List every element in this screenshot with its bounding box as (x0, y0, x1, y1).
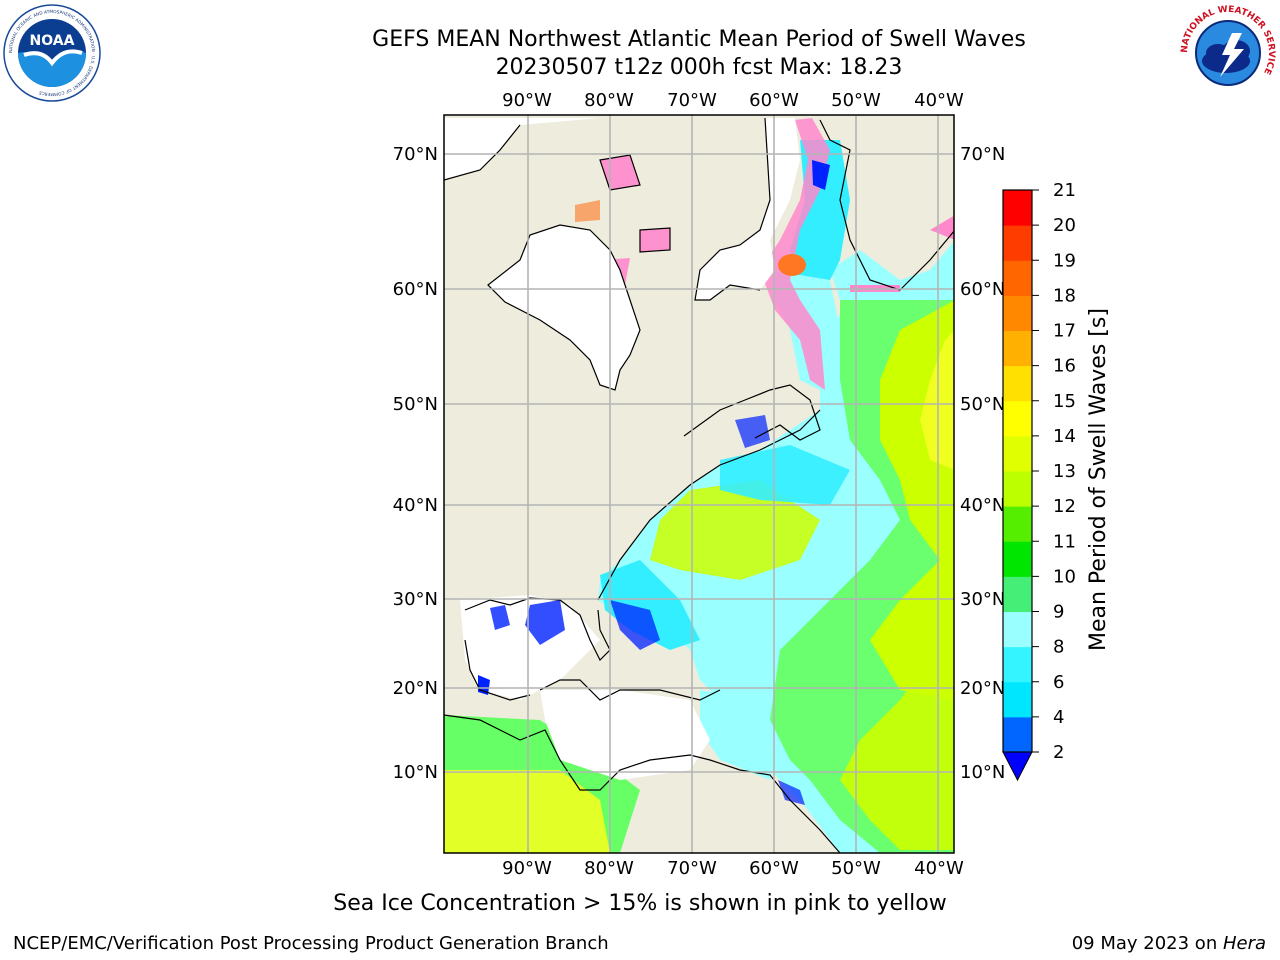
colorbar-band (1003, 716, 1032, 753)
lon-label-top: 80°W (584, 90, 634, 111)
white-land (444, 118, 800, 390)
lat-label-left: 60°N (393, 279, 438, 300)
colorbar-tick-label: 11 (1053, 531, 1076, 552)
lon-label-top: 60°W (749, 90, 799, 111)
colorbar-band (1003, 541, 1032, 577)
lat-label-right: 30°N (960, 589, 1005, 610)
colorbar-tick-label: 12 (1053, 496, 1076, 517)
lat-label-right: 20°N (960, 678, 1005, 699)
map-frame (443, 114, 955, 854)
noaa-logo-text: NOAA (30, 33, 75, 49)
lon-label-top: 50°W (831, 90, 881, 111)
noaa-logo: NOAA NATIONAL OCEANIC AND ATMOSPHERIC AD… (3, 4, 101, 102)
lon-label-bottom: 50°W (831, 858, 881, 879)
colorbar-tick-label: 2 (1053, 742, 1064, 763)
colorbar-tick-label: 8 (1053, 637, 1064, 658)
colorbar-band (1003, 190, 1032, 226)
sea-ice-caption: Sea Ice Concentration > 15% is shown in … (333, 891, 947, 916)
lat-labels: 70°N 60°N 50°N 40°N 30°N 20°N 10°N 70°N … (393, 144, 1006, 783)
lon-label-top: 70°W (667, 90, 717, 111)
footer-date: 09 May 2023 on Hera (1072, 933, 1266, 954)
colorbar-tick-label: 17 (1053, 321, 1076, 342)
lon-label-bottom: 90°W (502, 858, 552, 879)
colorbar-band (1003, 611, 1032, 648)
colorbar-tick-label: 20 (1053, 215, 1076, 236)
colorbar-extend-arrow (1002, 751, 1033, 782)
chart-title: GEFS MEAN Northwest Atlantic Mean Period… (372, 27, 1026, 52)
colorbar-tick-label: 9 (1053, 602, 1064, 623)
lat-label-left: 50°N (393, 394, 438, 415)
colorbar-tick-label: 6 (1053, 672, 1064, 693)
lat-label-right: 60°N (960, 279, 1005, 300)
coastlines (444, 117, 954, 853)
lat-label-left: 70°N (393, 144, 438, 165)
low-period-patches (478, 160, 830, 805)
colorbar-band (1003, 330, 1032, 367)
lon-label-bottom: 70°W (667, 858, 717, 879)
lon-label-bottom: 80°W (584, 858, 634, 879)
colorbar-band (1003, 435, 1032, 472)
lon-label-top: 40°W (914, 90, 964, 111)
nws-logo: NATIONAL WEATHER SERVICE (1180, 5, 1276, 101)
lat-label-right: 10°N (960, 762, 1005, 783)
colorbar-tick-label: 19 (1053, 250, 1076, 271)
lat-label-left: 20°N (393, 678, 438, 699)
lon-labels: 90°W 80°W 70°W 60°W 50°W 40°W 90°W 80°W … (502, 90, 964, 879)
lon-label-top: 90°W (502, 90, 552, 111)
footer-credit: NCEP/EMC/Verification Post Processing Pr… (13, 933, 609, 954)
colorbar-tick-label: 15 (1053, 391, 1076, 412)
lat-label-right: 50°N (960, 394, 1005, 415)
map-gridlines (444, 115, 954, 853)
hudson-bay (488, 225, 640, 390)
lat-label-right: 70°N (960, 144, 1005, 165)
colorbar-tick-label: 14 (1053, 426, 1076, 447)
chart-subtitle: 20230507 t12z 000h fcst Max: 18.23 (495, 55, 903, 80)
colorbar-tick-label: 21 (1053, 180, 1076, 201)
lon-label-bottom: 60°W (749, 858, 799, 879)
arctic-channels (444, 118, 800, 300)
footer-machine: Hera (1222, 933, 1266, 954)
lat-label-left: 10°N (393, 762, 438, 783)
colorbar-tick-label: 18 (1053, 285, 1076, 306)
colorbar-band (1003, 295, 1032, 331)
footer-date-text: 09 May 2023 on (1071, 933, 1223, 954)
colorbar-band (1003, 576, 1032, 612)
lat-label-left: 40°N (393, 495, 438, 516)
lon-label-bottom: 40°W (914, 858, 964, 879)
colorbar-tick-label: 10 (1053, 566, 1076, 587)
lat-label-right: 40°N (960, 495, 1005, 516)
colorbar-band (1003, 365, 1032, 402)
colorbar-tick-label: 13 (1053, 461, 1076, 482)
colorbar-band (1003, 471, 1032, 507)
colorbar-band (1003, 506, 1032, 542)
colorbar-band (1003, 681, 1032, 718)
colorbar-band (1003, 400, 1032, 437)
colorbar-tick-label: 16 (1053, 356, 1076, 377)
map-area (444, 115, 954, 853)
colorbar-band (1003, 260, 1032, 296)
lat-label-left: 30°N (393, 589, 438, 610)
colorbar-band (1003, 646, 1032, 683)
colorbar-tick-label: 4 (1053, 707, 1064, 728)
colorbar: 2 4 6 8 9 10 11 12 13 14 15 16 17 18 19 20 21 (1002, 180, 1076, 782)
colorbar-label: Mean Period of Swell Waves [s] (1086, 308, 1111, 651)
colorbar-band (1003, 225, 1032, 261)
